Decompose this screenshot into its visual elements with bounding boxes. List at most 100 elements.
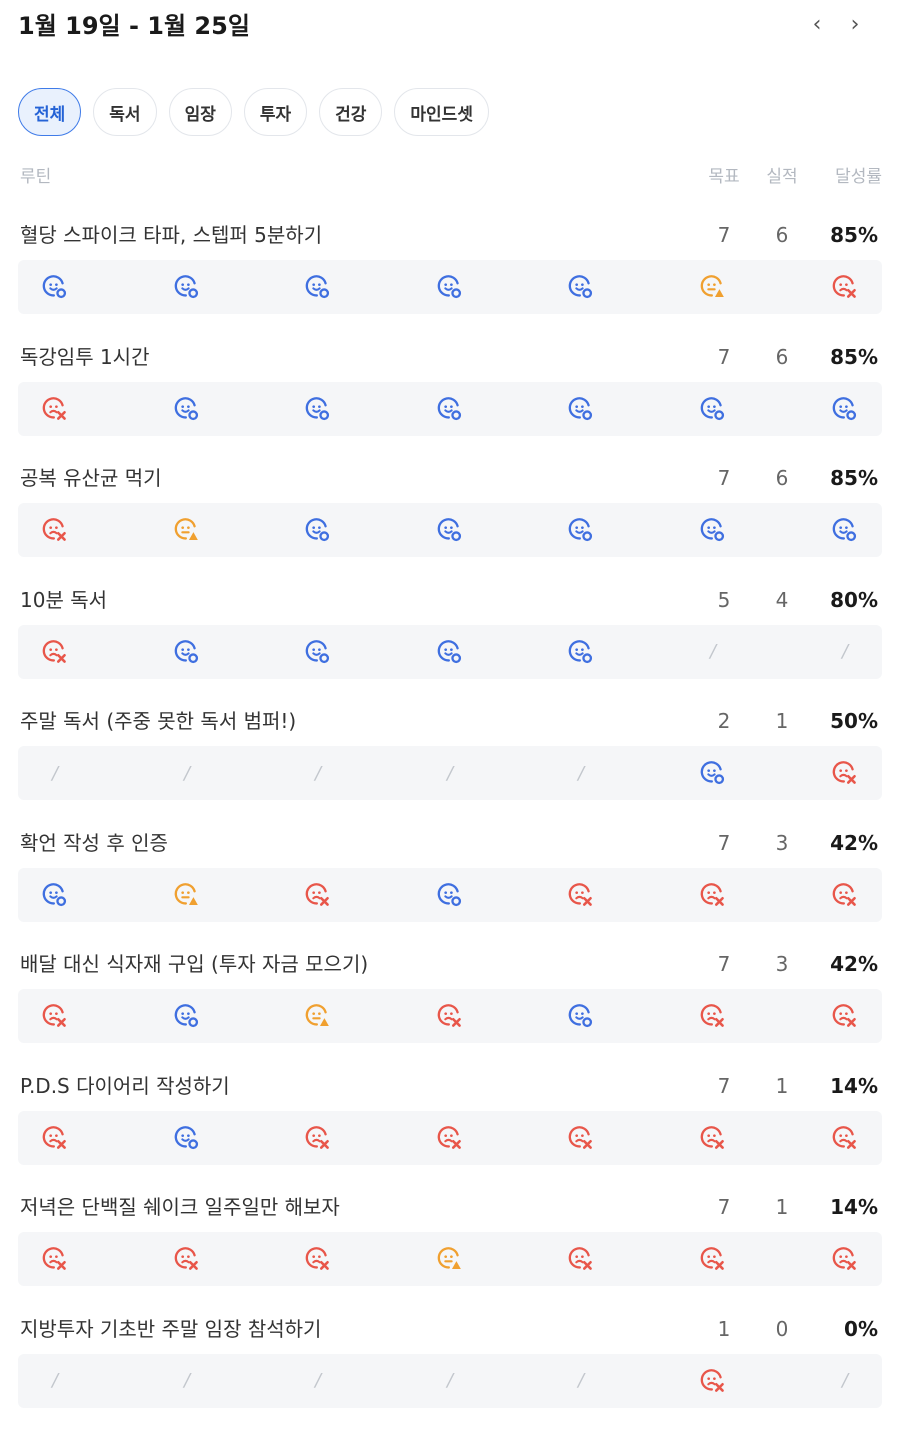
routine-day-track: / / [18,624,882,679]
tab-investment[interactable]: 투자 [243,88,308,136]
smile-check-icon[interactable] [171,1122,203,1154]
week-title: 1월 19일 - 1월 25일 [18,12,250,40]
sad-x-icon[interactable] [829,879,861,911]
routine-row[interactable]: 혈당 스파이크 타파, 스텝퍼 5분하기 7 6 85% [18,219,882,329]
sad-x-icon[interactable] [434,1122,466,1154]
sad-x-icon[interactable] [39,1243,71,1275]
routine-title: P.D.S 다이어리 작성하기 [20,1073,230,1098]
slash-glyph: / [314,762,322,784]
smile-check-icon[interactable] [434,514,466,546]
sad-x-icon[interactable] [565,1122,597,1154]
neutral-warning-icon[interactable] [171,514,203,546]
routine-row[interactable]: 10분 독서 5 4 80% / / [18,584,882,694]
sad-x-icon[interactable] [171,1243,203,1275]
routine-row[interactable]: 지방투자 기초반 주말 임장 참석하기 1 0 0% / / / / / / [18,1313,882,1423]
smile-check-icon[interactable] [434,393,466,425]
smile-check-icon[interactable] [434,271,466,303]
sad-x-icon[interactable] [829,1243,861,1275]
tab-all[interactable]: 전체 [18,88,82,136]
sad-x-icon[interactable] [829,1000,861,1032]
routine-done: 6 [775,466,789,490]
smile-check-icon[interactable] [302,636,334,668]
sad-x-icon[interactable] [829,1122,861,1154]
smile-check-icon[interactable] [434,636,466,668]
sad-x-icon[interactable] [697,1243,729,1275]
routine-title: 지방투자 기초반 주말 임장 참석하기 [20,1316,322,1341]
smile-check-icon[interactable] [697,393,729,425]
week-header: 1월 19일 - 1월 25일 ‹ › [18,10,882,44]
smile-check-icon[interactable] [565,271,597,303]
tab-site-visit[interactable]: 임장 [168,88,232,136]
neutral-warning-icon[interactable] [697,271,729,303]
sad-x-icon[interactable] [302,879,334,911]
category-tabs: 전체 독서 임장 투자 건강 마인드셋 [18,88,489,136]
routine-row[interactable]: 독강임투 1시간 7 6 85% [18,341,882,451]
next-week-button[interactable]: › [850,12,860,37]
routine-row[interactable]: P.D.S 다이어리 작성하기 7 1 14% [18,1070,882,1180]
sad-x-icon[interactable] [39,393,71,425]
tab-health[interactable]: 건강 [319,88,383,136]
sad-x-icon[interactable] [434,1000,466,1032]
slash-glyph: / [446,1370,454,1391]
routine-done: 1 [775,1073,789,1098]
smile-check-icon[interactable] [302,271,334,303]
routine-rate: 14% [830,1073,878,1098]
smile-check-icon[interactable] [434,879,466,911]
slash-mark: / [39,757,71,789]
slash-mark: / [565,1365,597,1397]
sad-x-icon[interactable] [697,1365,729,1397]
routine-rate: 85% [830,223,878,247]
sad-x-icon[interactable] [565,1243,597,1275]
routine-row[interactable]: 저녁은 단백질 쉐이크 일주일만 해보자 7 1 14% [18,1191,882,1301]
routine-goal: 7 [717,344,731,369]
routine-goal: 2 [717,709,731,733]
neutral-warning-icon[interactable] [302,1000,334,1032]
smile-check-icon[interactable] [565,514,597,546]
routine-rate: 85% [830,344,878,369]
smile-check-icon[interactable] [171,271,203,303]
smile-check-icon[interactable] [302,393,334,425]
smile-check-icon[interactable] [829,393,861,425]
sad-x-icon[interactable] [565,879,597,911]
smile-check-icon[interactable] [171,1000,203,1032]
routine-rate: 85% [830,466,878,490]
neutral-warning-icon[interactable] [434,1243,466,1275]
sad-x-icon[interactable] [39,1000,71,1032]
smile-check-icon[interactable] [697,757,729,789]
sad-x-icon[interactable] [829,271,861,303]
sad-x-icon[interactable] [697,879,729,911]
smile-check-icon[interactable] [171,636,203,668]
sad-x-icon[interactable] [39,1122,71,1154]
smile-check-icon[interactable] [302,514,334,546]
slash-mark: / [565,757,597,789]
smile-check-icon[interactable] [39,879,71,911]
smile-check-icon[interactable] [565,393,597,425]
smile-check-icon[interactable] [171,393,203,425]
smile-check-icon[interactable] [829,514,861,546]
neutral-warning-icon[interactable] [171,879,203,911]
smile-check-icon[interactable] [565,1000,597,1032]
routine-row[interactable]: 공복 유산균 먹기 7 6 85% [18,462,882,572]
sad-x-icon[interactable] [302,1243,334,1275]
smile-check-icon[interactable] [697,514,729,546]
smile-check-icon[interactable] [565,636,597,668]
tab-reading[interactable]: 독서 [93,88,157,136]
smile-check-icon[interactable] [39,271,71,303]
routine-day-track [18,503,882,557]
prev-week-button[interactable]: ‹ [812,12,822,37]
sad-x-icon[interactable] [829,757,861,789]
routine-row[interactable]: 확언 작성 후 인증 7 3 42% [18,827,882,937]
slash-glyph: / [841,1370,849,1391]
sad-x-icon[interactable] [39,514,71,546]
sad-x-icon[interactable] [697,1122,729,1154]
slash-glyph: / [51,762,59,784]
routine-row[interactable]: 배달 대신 식자재 구입 (투자 자금 모으기) 7 3 42% [18,948,882,1058]
routine-title: 배달 대신 식자재 구입 (투자 자금 모으기) [20,952,369,976]
routine-title: 주말 독서 (주중 못한 독서 범퍼!) [20,709,297,733]
sad-x-icon[interactable] [39,636,71,668]
tab-mindset[interactable]: 마인드셋 [394,88,489,136]
slash-glyph: / [577,1370,585,1391]
sad-x-icon[interactable] [697,1000,729,1032]
routine-row[interactable]: 주말 독서 (주중 못한 독서 범퍼!) 2 1 50% / / / / / [18,705,882,815]
sad-x-icon[interactable] [302,1122,334,1154]
